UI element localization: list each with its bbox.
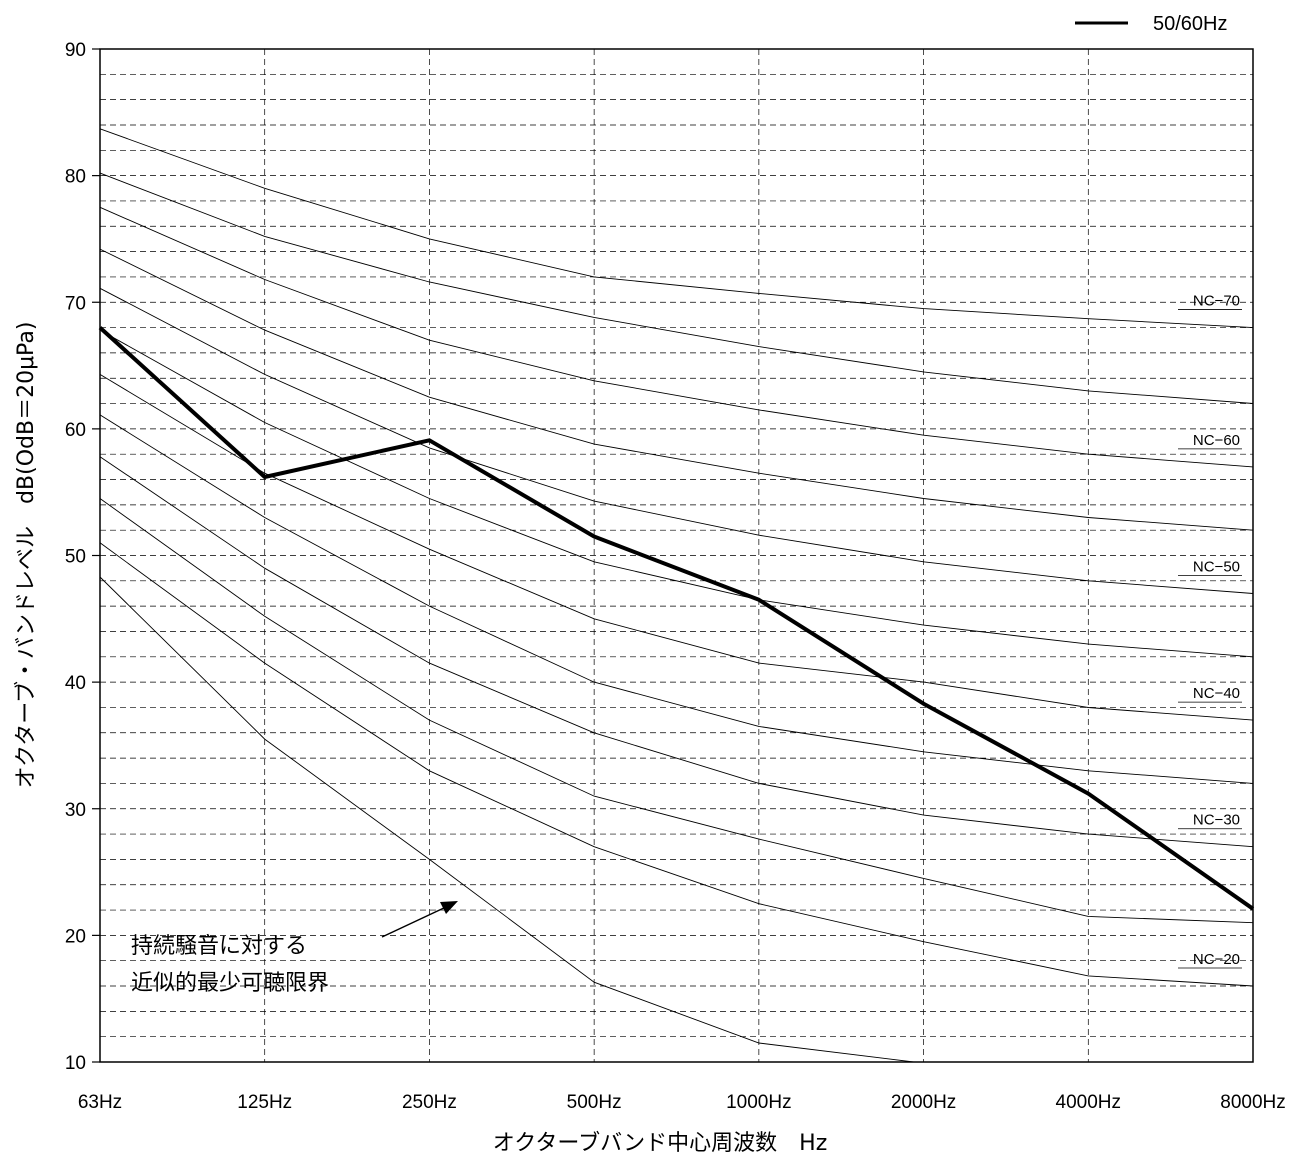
nc-curve-line <box>99 374 1254 721</box>
y-tick-label: 10 <box>65 1053 86 1074</box>
y-tick-label: 70 <box>65 293 86 314</box>
data-series <box>98 326 1255 911</box>
x-axis-title: オクターブバンド中心周波数 Hz <box>493 1131 828 1156</box>
series-line-50-60hz <box>98 326 1255 911</box>
nc-curve-line <box>99 206 1254 468</box>
nc-curve-line <box>99 498 1254 924</box>
nc-curve-line <box>99 329 1254 658</box>
hearing-threshold-annotation: 持続騒音に対する 近似的最少可聴限界 <box>131 901 458 996</box>
legend: 50/60Hz <box>1075 13 1228 35</box>
y-tick-label: 80 <box>65 167 86 188</box>
nc-curve-labels: NC−70 NC−60 NC−50 NC−40 NC−30 NC−20 <box>1178 293 1242 969</box>
nc-curve-line <box>99 287 1254 594</box>
y-tick-labels: 10 20 30 40 50 60 70 80 90 <box>65 40 100 1074</box>
nc-curve-line <box>99 128 1254 329</box>
y-tick-label: 60 <box>65 420 86 441</box>
nc-curve-label: NC−20 <box>1193 951 1240 968</box>
nc-curve-line <box>99 542 1254 987</box>
nc-curve-line <box>99 456 1254 848</box>
x-tick-label: 4000Hz <box>1056 1092 1122 1113</box>
nc-curve-label: NC−30 <box>1193 812 1240 829</box>
nc-curve-line <box>99 414 1254 784</box>
annotation-arrow-head <box>440 901 458 914</box>
x-tick-label: 2000Hz <box>891 1092 957 1113</box>
x-tick-label: 250Hz <box>402 1092 457 1113</box>
grid <box>100 49 1253 1062</box>
y-tick-label: 90 <box>65 40 86 61</box>
nc-curve-label: NC−70 <box>1193 293 1240 310</box>
y-tick-label: 50 <box>65 547 86 568</box>
x-tick-label: 500Hz <box>567 1092 622 1113</box>
annotation-arrow-shaft <box>381 906 447 938</box>
nc-curve-label: NC−50 <box>1193 558 1240 575</box>
nc-curve-label: NC−60 <box>1193 432 1240 449</box>
y-tick-label: 20 <box>65 926 86 947</box>
x-tick-label: 125Hz <box>237 1092 292 1113</box>
nc-curve-label: NC−40 <box>1193 685 1240 702</box>
legend-label-50-60hz: 50/60Hz <box>1153 13 1228 35</box>
x-tick-label: 8000Hz <box>1220 1092 1286 1113</box>
y-tick-label: 30 <box>65 800 86 821</box>
y-axis-title: オクターブ・バンドレベル dB(OdB＝20μPa) <box>14 322 39 789</box>
x-tick-label: 63Hz <box>78 1092 122 1113</box>
y-tick-label: 40 <box>65 673 86 694</box>
nc-curve-line <box>99 576 914 1063</box>
x-tick-labels: 63Hz 125Hz 250Hz 500Hz 1000Hz 2000Hz 4000Hz 800… <box>78 1092 1286 1113</box>
x-tick-label: 1000Hz <box>726 1092 792 1113</box>
nc-curve-line <box>99 172 1254 404</box>
annotation-line-1: 持続騒音に対する <box>131 934 307 959</box>
nc-curves <box>99 128 1254 1063</box>
annotation-line-2: 近似的最少可聴限界 <box>131 971 329 996</box>
nc-curve-line <box>99 248 1254 531</box>
